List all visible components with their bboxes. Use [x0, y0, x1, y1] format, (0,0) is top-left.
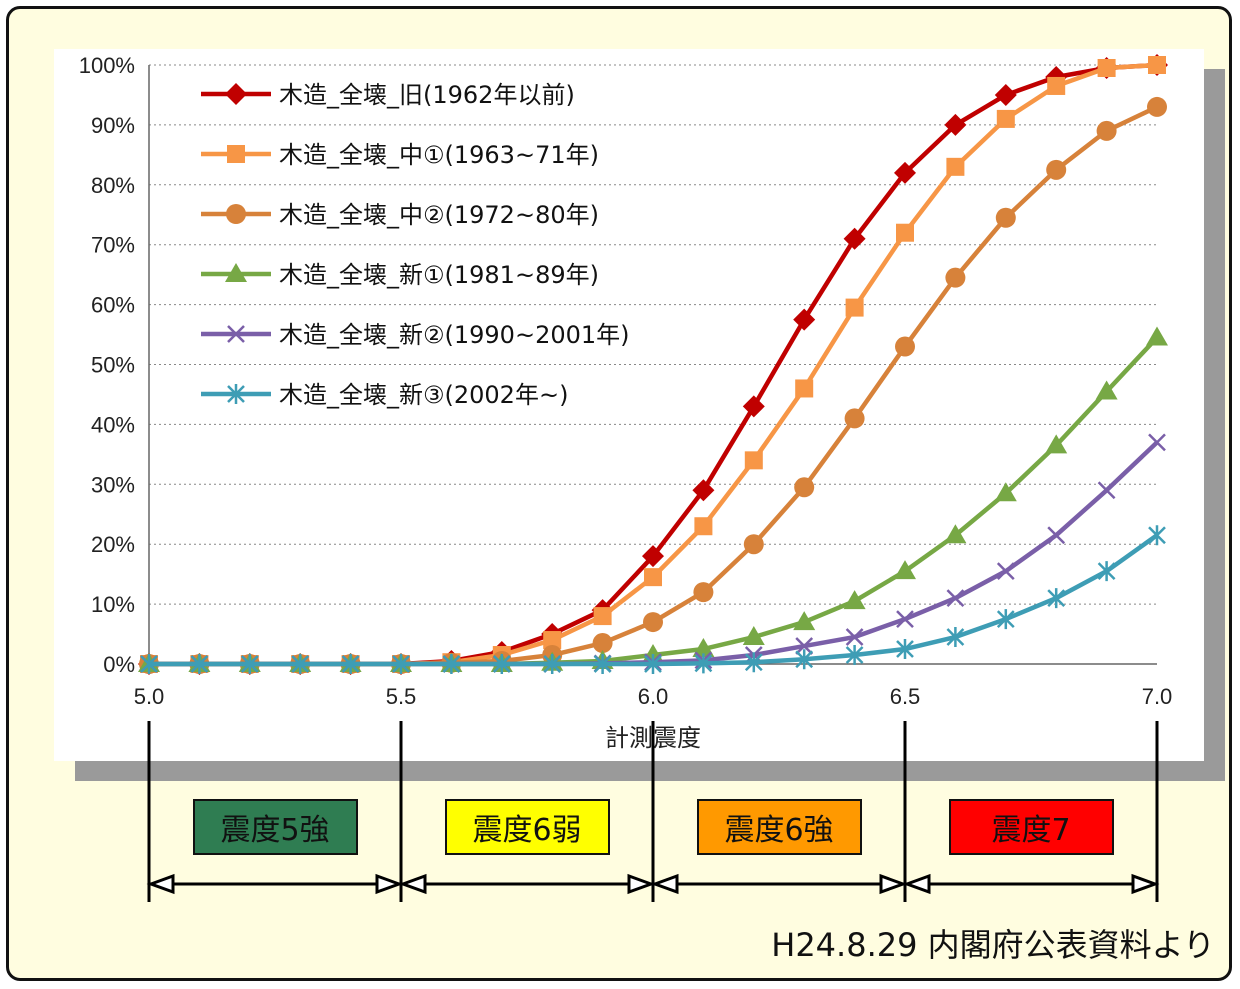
data-point	[998, 563, 1014, 579]
y-tick-label: 50%	[91, 353, 135, 378]
data-point	[644, 568, 662, 586]
data-point	[594, 607, 612, 625]
data-point	[945, 268, 965, 288]
data-point	[1099, 482, 1115, 498]
data-point	[995, 84, 1017, 106]
band-label-3: 震度6強	[697, 799, 862, 855]
band-arrowhead-left	[151, 876, 173, 892]
band-label-1: 震度5強	[193, 799, 358, 855]
band-arrowhead-left	[655, 876, 677, 892]
data-point	[1148, 56, 1166, 74]
data-point	[844, 590, 866, 609]
band-arrowhead-left	[403, 876, 425, 892]
data-point	[794, 477, 814, 497]
band-arrowhead-right	[377, 876, 399, 892]
y-tick-label: 100%	[79, 53, 135, 78]
y-tick-label: 20%	[91, 532, 135, 557]
band-label-4: 震度7	[949, 799, 1114, 855]
legend-entry-6: 木造_全壊_新③(2002年~)	[279, 381, 568, 409]
legend-marker	[225, 83, 247, 105]
data-point	[997, 110, 1015, 128]
data-point	[744, 534, 764, 554]
band-arrowhead-right	[1133, 876, 1155, 892]
x-tick-label: 6.5	[890, 684, 921, 709]
y-tick-label: 70%	[91, 233, 135, 258]
figure-frame: 0% 10% 20% 30% 40% 50% 60% 70% 80% 90% 100% 5.0 5.5 6…	[6, 6, 1232, 981]
data-point	[846, 299, 864, 317]
legend-entry-2: 木造_全壊_中①(1963~71年)	[279, 141, 599, 169]
data-point	[793, 309, 815, 331]
data-point	[1146, 327, 1168, 346]
y-tick-label: 40%	[91, 412, 135, 437]
band-label-2: 震度6弱	[445, 799, 610, 855]
data-point	[896, 224, 914, 242]
y-tick-label: 10%	[91, 592, 135, 617]
legend-entry-4: 木造_全壊_新①(1981~89年)	[279, 261, 599, 289]
x-tick-label: 5.5	[386, 684, 417, 709]
data-point	[745, 451, 763, 469]
data-point	[1147, 97, 1167, 117]
data-point	[1099, 561, 1115, 581]
data-point	[996, 208, 1016, 228]
band-arrowhead-left	[907, 876, 929, 892]
data-point	[795, 379, 813, 397]
x-tick-label: 6.0	[638, 684, 669, 709]
legend-entry-5: 木造_全壊_新②(1990~2001年)	[279, 321, 630, 349]
band-arrowhead-right	[881, 876, 903, 892]
data-point	[1149, 434, 1165, 450]
data-point	[1149, 525, 1165, 545]
data-point	[1097, 121, 1117, 141]
data-point	[845, 408, 865, 428]
y-tick-label: 0%	[103, 652, 135, 677]
data-point	[694, 517, 712, 535]
data-point	[693, 582, 713, 602]
data-point	[1047, 77, 1065, 95]
legend-entry-1: 木造_全壊_旧(1962年以前)	[279, 81, 575, 109]
legend-entry-3: 木造_全壊_中②(1972~80年)	[279, 201, 599, 229]
x-tick-label: 7.0	[1142, 684, 1173, 709]
data-point	[1098, 59, 1116, 77]
y-tick-label: 90%	[91, 113, 135, 138]
x-tick-label: 5.0	[134, 684, 165, 709]
band-arrowhead-right	[629, 876, 651, 892]
y-tick-label: 60%	[91, 293, 135, 318]
data-point	[643, 612, 663, 632]
y-tick-label: 30%	[91, 472, 135, 497]
legend-marker	[226, 204, 246, 224]
source-note: H24.8.29 内閣府公表資料より	[771, 920, 1215, 966]
y-tick-label: 80%	[91, 173, 135, 198]
data-point	[946, 158, 964, 176]
data-point	[1048, 527, 1064, 543]
legend-marker	[227, 145, 245, 163]
data-point	[895, 337, 915, 357]
data-point	[1046, 160, 1066, 180]
data-point	[743, 395, 765, 417]
